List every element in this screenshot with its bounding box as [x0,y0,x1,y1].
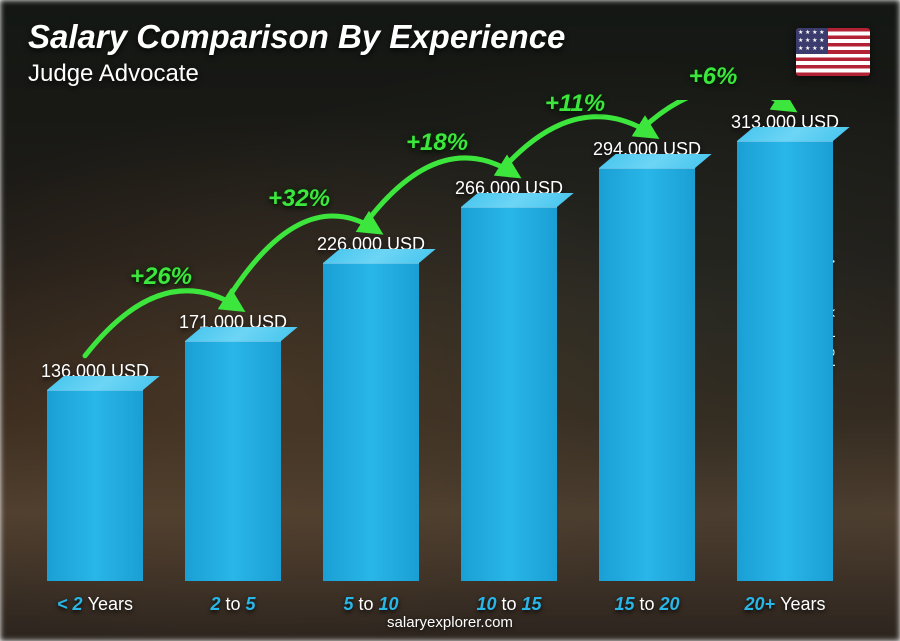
category-label: 10 to 15 [476,594,541,615]
growth-pct-label: +6% [689,63,738,91]
bar-chart: 136,000 USD< 2 Years171,000 USD2 to 5226… [30,100,850,581]
page-subtitle: Judge Advocate [28,60,199,88]
infographic-container: Salary Comparison By Experience Judge Ad… [0,0,900,641]
us-flag-icon [796,28,870,76]
category-label: 15 to 20 [614,594,679,615]
category-label: 5 to 10 [343,594,398,615]
bar-group: 266,000 USD10 to 15 [444,178,574,581]
bar [599,168,695,581]
page-title: Salary Comparison By Experience [28,18,565,56]
bar [461,207,557,581]
footer-credit: salaryexplorer.com [0,614,900,631]
category-label: 2 to 5 [210,594,255,615]
bar-group: 294,000 USD15 to 20 [582,139,712,581]
category-label: < 2 Years [57,594,133,615]
bar [185,341,281,581]
bar-group: 226,000 USD5 to 10 [306,234,436,581]
bars-container: 136,000 USD< 2 Years171,000 USD2 to 5226… [30,100,850,581]
category-label: 20+ Years [745,594,826,615]
bar [737,141,833,581]
bar-group: 313,000 USD20+ Years [720,112,850,581]
bar-group: 171,000 USD2 to 5 [168,312,298,581]
bar [323,263,419,581]
bar-group: 136,000 USD< 2 Years [30,361,160,581]
bar [47,390,143,581]
